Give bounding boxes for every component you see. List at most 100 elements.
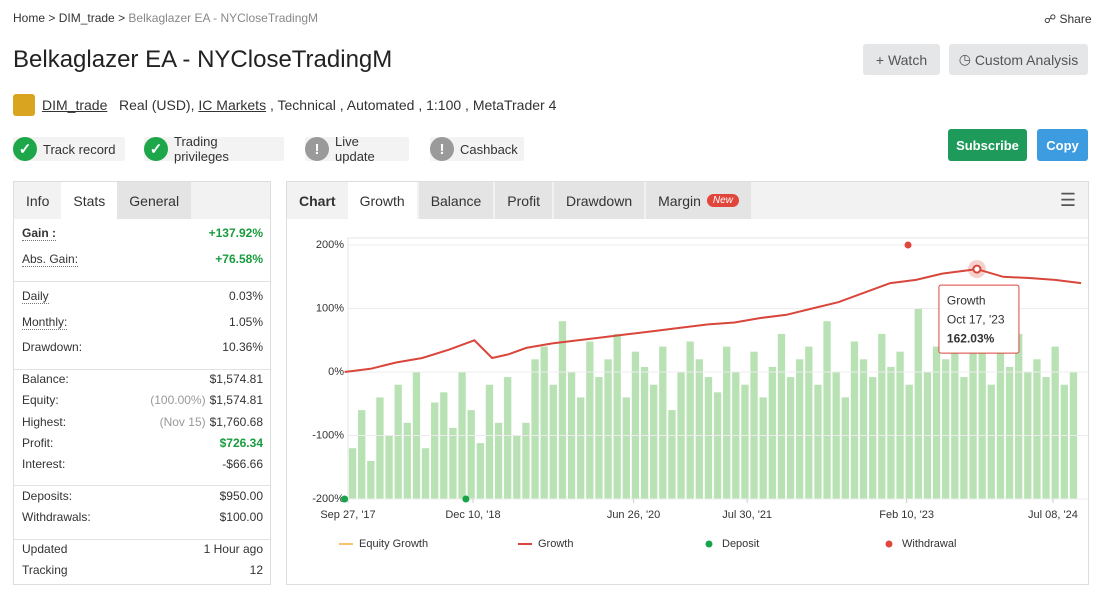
stat-label: Gain : xyxy=(22,226,57,241)
activity-bar xyxy=(1042,377,1050,499)
tab[interactable]: General xyxy=(117,182,192,219)
stats-tabs: Info Stats General xyxy=(14,182,270,219)
stat-number: +76.58% xyxy=(215,252,263,266)
stat-note: (100.00%) xyxy=(150,393,206,407)
stat-value: (100.00%) $1,574.81 xyxy=(150,393,263,407)
activity-bar xyxy=(558,321,567,499)
account: Real (USD), xyxy=(119,97,195,113)
tab[interactable]: Balance xyxy=(418,182,494,219)
activity-bar xyxy=(367,460,375,499)
activity-bar xyxy=(951,341,959,499)
stat-value: 1.05% xyxy=(229,315,263,329)
user-link[interactable]: DIM_trade xyxy=(42,97,108,113)
stat-value: +76.58% xyxy=(215,252,263,266)
crumb[interactable]: Home xyxy=(13,11,46,25)
activity-bar xyxy=(622,397,630,499)
event-dot xyxy=(904,241,912,249)
stat-number: 10.36% xyxy=(222,340,263,354)
legend-label: Equity Growth xyxy=(359,538,428,550)
stat-number: $1,574.81 xyxy=(209,372,263,386)
y-tick-label: 100% xyxy=(316,302,344,314)
activity-bar xyxy=(522,422,530,499)
activity-bar xyxy=(613,333,621,499)
activity-bar xyxy=(467,410,475,499)
badge-icon: ✓ xyxy=(144,137,168,161)
broker-link[interactable]: IC Markets xyxy=(198,97,267,113)
activity-bar xyxy=(996,346,1005,499)
activity-bar xyxy=(358,410,366,499)
hover-point xyxy=(972,264,982,274)
tab: Chart xyxy=(299,192,336,209)
y-tick-label: 0% xyxy=(328,366,344,378)
avatar xyxy=(13,94,35,116)
activity-bar xyxy=(695,359,703,499)
stat-row: Tracking 12 xyxy=(22,563,263,579)
stat-number: -$66.66 xyxy=(222,457,263,471)
stat-note: (Nov 15) xyxy=(159,415,206,429)
legend-label: Growth xyxy=(538,538,573,550)
badge: ! Cashback xyxy=(430,137,524,161)
stat-label: Drawdown: xyxy=(22,340,83,354)
divider xyxy=(14,369,270,370)
stat-value: $1,574.81 xyxy=(210,372,263,386)
activity-bar xyxy=(1015,333,1023,499)
crumb: Belkaglazer EA - NYCloseTradingM xyxy=(128,11,319,25)
activity-bar xyxy=(449,427,457,499)
activity-bar xyxy=(485,384,494,499)
activity-bar xyxy=(796,359,804,499)
stat-number: 1.05% xyxy=(228,315,263,329)
stat-value: $726.34 xyxy=(220,436,263,450)
stat-value: 1 Hour ago xyxy=(204,542,263,556)
stat-row: Monthly: 1.05% xyxy=(22,315,263,331)
chart-panel: Chart Growth Balance Profit Drawdown Margin Ne… xyxy=(286,181,1089,585)
activity-bar xyxy=(896,351,904,499)
stat-value: $950.00 xyxy=(220,489,263,503)
activity-bar xyxy=(869,377,877,499)
tab[interactable]: Profit xyxy=(495,182,552,219)
activity-bar xyxy=(513,435,521,499)
divider xyxy=(14,539,270,540)
tab[interactable]: Drawdown xyxy=(553,182,645,219)
activity-bar xyxy=(987,384,995,499)
meta-rest: , Technical , Automated , 1:100 , MetaTr… xyxy=(269,97,557,113)
activity-bar xyxy=(1033,359,1041,499)
badge-label: Trading privileges xyxy=(174,134,229,164)
activity-bar xyxy=(704,377,713,499)
tab[interactable]: Margin New xyxy=(646,182,751,219)
tab[interactable]: Stats xyxy=(61,182,118,219)
activity-bar xyxy=(878,333,886,499)
stat-number: $950.00 xyxy=(219,489,263,503)
activity-bar xyxy=(741,384,749,499)
stat-row: Deposits: $950.00 xyxy=(22,489,263,505)
stat-number: $726.34 xyxy=(219,436,263,450)
growth-line xyxy=(344,268,1082,373)
activity-bar xyxy=(768,366,776,499)
stat-number: $1,574.81 xyxy=(209,393,263,407)
copy-button[interactable]: Copy xyxy=(1037,129,1088,161)
activity-bar xyxy=(859,359,868,499)
activity-bar xyxy=(631,351,640,499)
activity-bar xyxy=(750,351,758,499)
watch-button[interactable]: + Watch xyxy=(863,44,940,75)
custom-analysis-button[interactable]: ◷ Custom Analysis xyxy=(949,44,1088,75)
activity-bar xyxy=(668,410,676,499)
stat-number: $1,760.68 xyxy=(209,415,263,429)
activity-bar xyxy=(586,341,594,499)
activity-bar xyxy=(841,397,849,499)
label: Watch xyxy=(887,51,928,68)
stat-label: Daily xyxy=(22,289,49,304)
settings-icon[interactable]: ☰ xyxy=(1059,190,1076,210)
tab[interactable]: Info xyxy=(26,192,50,209)
activity-bar xyxy=(887,366,895,499)
stat-value: $100.00 xyxy=(220,510,263,524)
event-dot xyxy=(341,495,349,503)
activity-bar xyxy=(932,346,941,499)
activity-bar xyxy=(549,384,557,499)
tab[interactable]: Growth xyxy=(347,182,417,219)
stat-label: Updated xyxy=(22,542,68,556)
stat-row: Equity: (100.00%) $1,574.81 xyxy=(22,393,263,409)
crumb[interactable]: DIM_trade xyxy=(58,11,115,25)
y-tick-label: -200% xyxy=(312,493,344,505)
subscribe-button[interactable]: Subscribe xyxy=(948,129,1027,161)
share[interactable]: ☍ Share xyxy=(1044,12,1092,26)
